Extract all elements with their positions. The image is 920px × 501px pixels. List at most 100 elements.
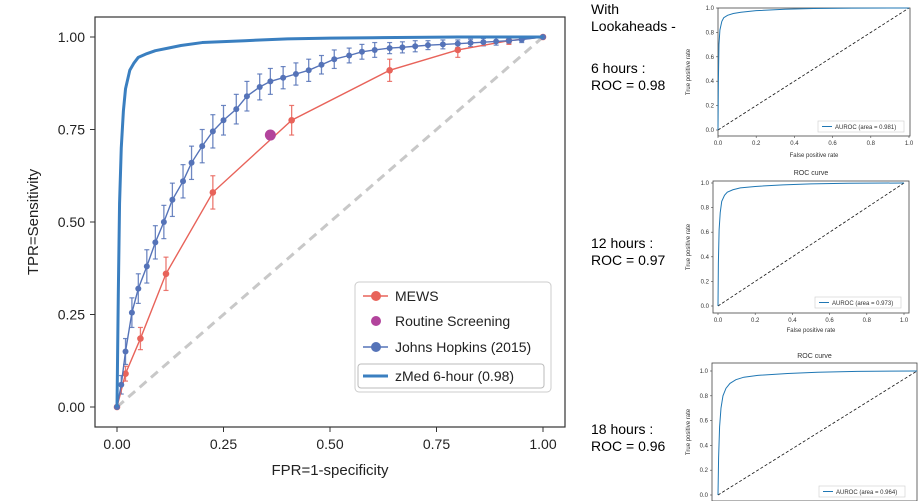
mini-y-tick-label: 0.8 [706,30,715,36]
mini-y-tick-label: 0.8 [701,206,710,212]
mini-plot-title: ROC curve [797,353,832,360]
mini-x-tick-label: 0.8 [867,141,876,147]
mews-point [162,270,170,278]
legend-jh-label: Johns Hopkins (2015) [395,339,531,355]
mini-y-tick-label: 0.2 [700,468,709,474]
johns-hopkins-point [243,93,250,100]
johns-hopkins-point [160,219,167,225]
y-tick-label: 0.50 [58,214,85,230]
mini-x-tick-label: 0.6 [825,318,834,324]
y-tick-label: 0.00 [58,399,85,415]
x-tick-label: 0.25 [210,436,237,452]
mini-chance-line [717,370,918,496]
johns-hopkins-point [386,45,393,52]
johns-hopkins-point [180,178,187,185]
mini-y-axis-label: True positive rate [686,48,692,95]
roc-plot-6h: 0.0 0.2 0.4 0.6 0.8 1.0 0.0 0.2 0.4 0.6 0.8 1.0 Fals… [686,6,914,159]
mini-x-tick-label: 0.0 [714,318,723,324]
johns-hopkins-point [143,263,150,270]
johns-hopkins-point [233,106,240,113]
mini-y-tick-label: 0.0 [701,304,710,310]
johns-hopkins-point [331,56,338,63]
mini-plot-frame [712,180,910,314]
x-tick-label: 0.50 [316,436,343,452]
mini-x-tick-label: 0.2 [752,141,761,147]
johns-hopkins-point [305,67,312,74]
johns-hopkins-point [220,117,227,124]
legend-zmed-label: zMed 6-hour (0.98) [395,368,514,384]
mini-y-tick-label: 0.0 [700,493,709,499]
mini-y-tick-label: 0.4 [700,443,709,449]
johns-hopkins-point [188,159,195,166]
mini-y-tick-label: 1.0 [706,6,715,12]
johns-hopkins-point [122,348,129,355]
mini-y-tick-label: 0.6 [706,55,715,61]
mini-roc-curve [717,370,918,496]
johns-hopkins-point [480,39,487,46]
johns-hopkins-point [199,143,206,150]
mini-y-tick-label: 1.0 [700,369,709,375]
johns-hopkins-point [467,39,474,46]
mews-point [122,370,129,378]
johns-hopkins-point [358,48,365,55]
legend: MEWS Routine Screening Johns Hopkins (20… [354,281,552,393]
johns-hopkins-point [280,74,287,81]
johns-hopkins-point [267,78,274,85]
johns-hopkins-point [256,83,263,90]
mini-y-axis-label: True positive rate [686,223,692,270]
johns-hopkins-point [424,42,431,49]
mini-plot-frame [717,7,911,137]
mini-y-tick-label: 0.0 [706,128,715,134]
johns-hopkins-point [439,41,446,48]
mini-chance-line [717,182,905,307]
mini-plot-title: ROC curve [794,170,829,177]
legend-routine-marker [371,316,381,326]
mini-x-tick-label: 1.0 [900,318,909,324]
johns-hopkins-point [371,46,378,53]
johns-hopkins-point [169,196,176,203]
mini-y-tick-label: 0.6 [700,419,709,425]
mini-legend-label: AUROC (area = 0.973) [832,301,893,307]
johns-hopkins-point [346,52,353,59]
johns-hopkins-point [152,239,159,246]
johns-hopkins-point [318,61,325,68]
routine-screening-point [264,129,276,141]
mews-point [209,189,217,196]
mini-plot-frame [711,362,918,501]
johns-hopkins-point [399,44,406,51]
mews-point [454,46,462,54]
mews-point [386,67,393,74]
legend-mews-label: MEWS [395,288,439,304]
mini-x-axis-label: False positive rate [787,328,836,334]
johns-hopkins-point [292,71,299,77]
y-tick-label: 0.75 [58,122,85,138]
mini-y-tick-label: 0.6 [701,230,710,236]
mini-chance-line [717,7,910,131]
mini-y-tick-label: 0.4 [706,79,715,85]
roc-plot-12h: ROC curve 0.0 0.2 0.4 0.6 0.8 1.0 0.0 0.2 0.4 0.6 0… [686,170,910,334]
mini-y-tick-label: 0.4 [701,255,710,261]
mini-roc-curve [717,7,910,131]
mini-y-tick-label: 0.8 [700,394,709,400]
johns-hopkins-point [493,38,500,45]
zmed-line [115,35,543,408]
legend-mews-marker [371,291,381,301]
x-tick-label: 0.75 [423,436,450,452]
lookaheads-header: With Lookaheads - [591,1,676,34]
mini-x-tick-label: 0.4 [788,318,797,324]
johns-hopkins-point [454,40,461,47]
mini-legend-label: AUROC (area = 0.981) [835,125,896,131]
mini-legend-label: AUROC (area = 0.964) [836,490,897,496]
johns-hopkins-point [209,128,216,135]
y-axis-label: TPR=Sensitivity [25,168,42,275]
mews-point [288,116,295,124]
mews-point [137,335,144,342]
johns-hopkins-point [128,309,135,316]
johns-hopkins-point [412,43,419,50]
mini-x-tick-label: 0.0 [714,141,723,147]
x-tick-label: 1.00 [529,436,556,452]
mini-legend-box [814,296,902,309]
main-roc-chart: 0.00 0.25 0.50 0.75 1.00 0.00 0.25 0.50 0.75 1.00… [25,16,566,479]
mini-y-tick-label: 0.2 [706,104,715,110]
mini-x-tick-label: 0.6 [828,141,837,147]
